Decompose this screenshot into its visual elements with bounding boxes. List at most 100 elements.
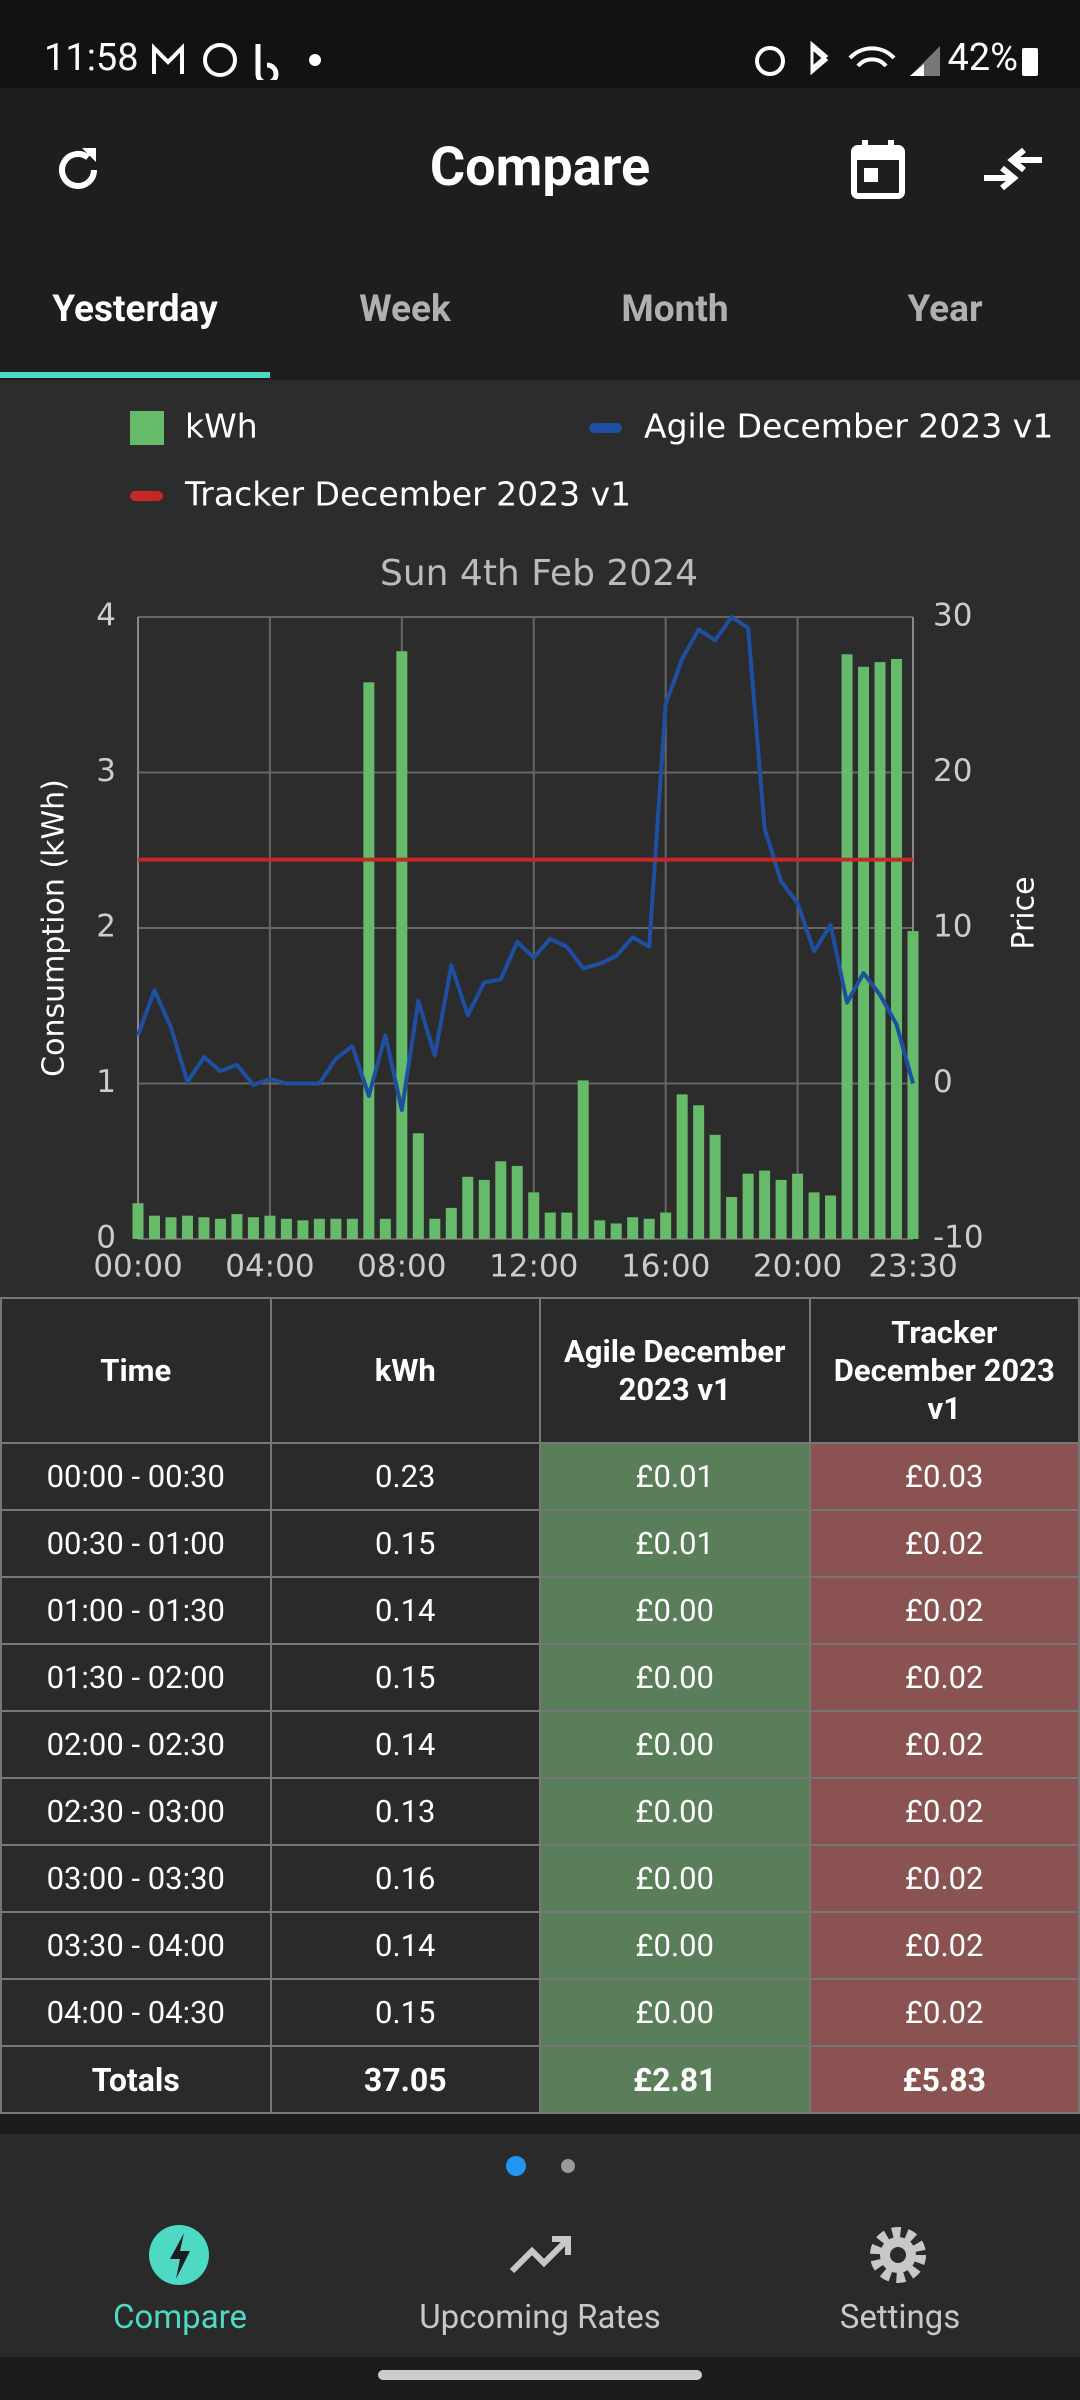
table-row: 01:30 - 02:00 0.15 £0.00 £0.02 bbox=[0, 1643, 1080, 1712]
bar bbox=[825, 1195, 837, 1239]
y-tick-label: 0 bbox=[96, 1220, 116, 1256]
table-cell: £0.02 bbox=[808, 1576, 1080, 1645]
bar bbox=[792, 1173, 804, 1239]
battery-level: 42% bbox=[947, 36, 1018, 80]
table-cell: £0.00 bbox=[539, 1777, 811, 1846]
table-cell: 0.23 bbox=[269, 1442, 541, 1511]
chart: Sun 4th Feb 2024 Consumption (kWh) Price 0 1… bbox=[0, 380, 1080, 1297]
x-tick-label: 23:30 bbox=[868, 1249, 957, 1285]
table-cell: 0.13 bbox=[269, 1777, 541, 1846]
bar bbox=[165, 1217, 177, 1239]
refresh-button[interactable] bbox=[48, 140, 108, 200]
bar bbox=[874, 662, 886, 1239]
y2-tick-label: 20 bbox=[933, 753, 972, 789]
table-row: 04:00 - 04:30 0.15 £0.00 £0.02 bbox=[0, 1978, 1080, 2047]
table-cell: 0.15 bbox=[269, 1978, 541, 2047]
table-row: 03:30 - 04:00 0.14 £0.00 £0.02 bbox=[0, 1911, 1080, 1980]
bar bbox=[396, 651, 408, 1239]
bar bbox=[247, 1217, 259, 1239]
table-row: 01:00 - 01:30 0.14 £0.00 £0.02 bbox=[0, 1576, 1080, 1645]
column-header: kWh bbox=[269, 1297, 541, 1444]
x-tick-label: 16:00 bbox=[621, 1249, 710, 1285]
table-cell: £0.01 bbox=[539, 1509, 811, 1578]
bar bbox=[627, 1217, 639, 1239]
y2-tick-label: 0 bbox=[933, 1064, 953, 1100]
tab[interactable]: Month bbox=[621, 288, 729, 331]
y2-axis-label: Price bbox=[1007, 876, 1042, 949]
bar bbox=[709, 1134, 721, 1239]
bar bbox=[808, 1192, 820, 1239]
bar bbox=[148, 1215, 160, 1239]
bar bbox=[561, 1212, 573, 1239]
table-cell: £0.02 bbox=[808, 1643, 1080, 1712]
y-tick-label: 2 bbox=[96, 909, 116, 945]
total-cell: £5.83 bbox=[808, 2045, 1080, 2114]
table-cell: £0.03 bbox=[808, 1442, 1080, 1511]
x-tick-label: 00:00 bbox=[93, 1249, 182, 1285]
bar bbox=[528, 1192, 540, 1239]
column-header: Tracker December 2023 v1 bbox=[808, 1297, 1080, 1444]
table-cell: £0.00 bbox=[539, 1911, 811, 1980]
bar bbox=[660, 1212, 672, 1239]
tab[interactable]: Yesterday bbox=[52, 288, 218, 331]
table-cell: 02:30 - 03:00 bbox=[0, 1777, 272, 1846]
table-cell: 03:00 - 03:30 bbox=[0, 1844, 272, 1913]
bar bbox=[726, 1197, 738, 1239]
line-series bbox=[136, 615, 915, 1112]
legend-label: Tracker December 2023 v1 bbox=[184, 475, 631, 514]
bar bbox=[214, 1218, 226, 1239]
table-cell: £0.01 bbox=[539, 1442, 811, 1511]
rates-table: Time kWh Agile December 2023 v1 Tracker Dec… bbox=[0, 1297, 1080, 2114]
bar bbox=[643, 1218, 655, 1239]
nav-item[interactable]: Compare bbox=[112, 2298, 248, 2337]
pager bbox=[0, 2134, 1080, 2203]
table-cell: £0.02 bbox=[808, 1710, 1080, 1779]
table-cell: 0.14 bbox=[269, 1911, 541, 1980]
bar bbox=[429, 1218, 441, 1239]
tab[interactable]: Year bbox=[907, 288, 983, 331]
bar bbox=[858, 666, 870, 1239]
table-cell: £0.02 bbox=[808, 1911, 1080, 1980]
bar bbox=[907, 931, 919, 1239]
bar bbox=[412, 1133, 424, 1239]
nav-icons bbox=[149, 2225, 926, 2285]
notification-icons bbox=[152, 43, 321, 80]
legend-label: Agile December 2023 v1 bbox=[644, 407, 1053, 446]
table-cell: 0.15 bbox=[269, 1643, 541, 1712]
calendar-button[interactable] bbox=[848, 138, 908, 202]
table-row: 02:00 - 02:30 0.14 £0.00 £0.02 bbox=[0, 1710, 1080, 1779]
tab[interactable]: Week bbox=[359, 288, 451, 331]
header-row: Time kWh Agile December 2023 v1 Tracker Dec… bbox=[0, 1297, 1080, 1444]
y-tick-label: 3 bbox=[96, 753, 116, 789]
y-tick-label: 4 bbox=[96, 598, 116, 634]
total-cell: Totals bbox=[0, 2045, 272, 2114]
bar bbox=[346, 1218, 358, 1239]
bar bbox=[693, 1105, 705, 1239]
bar bbox=[313, 1218, 325, 1239]
app-bar: Compare bbox=[0, 88, 1080, 245]
bar bbox=[495, 1161, 507, 1239]
bar bbox=[379, 1218, 391, 1239]
table-cell: 02:00 - 02:30 bbox=[0, 1710, 272, 1779]
x-tick-label: 08:00 bbox=[357, 1249, 446, 1285]
battery-icon bbox=[1022, 48, 1038, 76]
table-cell: 01:00 - 01:30 bbox=[0, 1576, 272, 1645]
clock: 11:58 bbox=[44, 36, 139, 80]
nav-item[interactable]: Upcoming Rates bbox=[419, 2298, 661, 2337]
screen-title: Compare bbox=[429, 136, 651, 199]
compare-arrows-button[interactable] bbox=[982, 144, 1044, 194]
bar bbox=[478, 1179, 490, 1239]
bar bbox=[742, 1173, 754, 1239]
table-cell: £0.00 bbox=[539, 1844, 811, 1913]
table-cell: 0.16 bbox=[269, 1844, 541, 1913]
bar bbox=[775, 1179, 787, 1239]
table-cell: £0.00 bbox=[539, 1710, 811, 1779]
bar bbox=[363, 682, 375, 1239]
table-cell: 0.14 bbox=[269, 1576, 541, 1645]
nav-item[interactable]: Settings bbox=[839, 2298, 961, 2337]
bar bbox=[330, 1218, 342, 1239]
bar bbox=[280, 1218, 292, 1239]
table-cell: £0.00 bbox=[539, 1576, 811, 1645]
